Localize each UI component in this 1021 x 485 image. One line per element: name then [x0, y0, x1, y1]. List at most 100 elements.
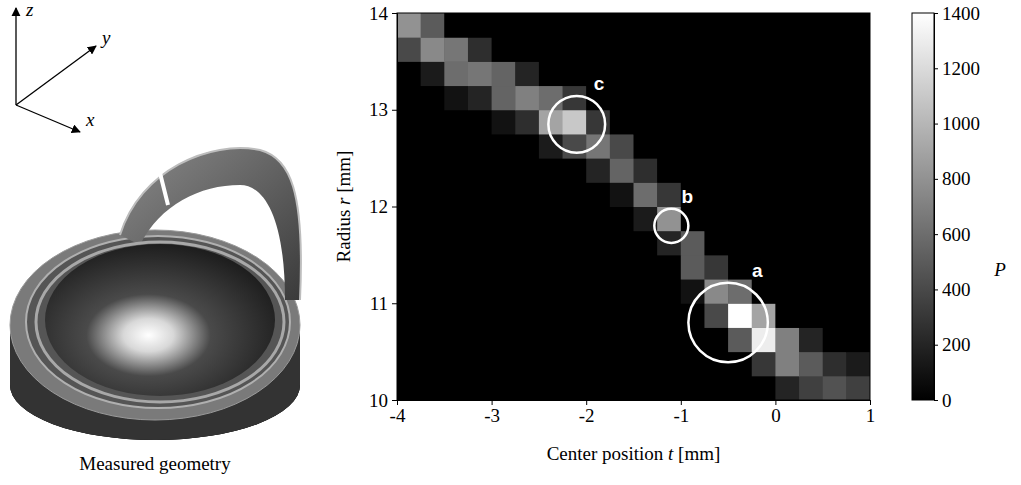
heatmap-cell — [515, 37, 539, 62]
tick-mark — [934, 124, 938, 125]
heatmap-cell — [657, 86, 681, 111]
axis-arrow — [15, 8, 16, 105]
annotations: abc — [548, 73, 767, 362]
heatmap-cell — [397, 303, 421, 328]
heatmap-cell — [846, 255, 870, 280]
heatmap-cell — [704, 303, 728, 328]
heatmap-cell — [657, 376, 681, 400]
tick-label: 1 — [866, 405, 876, 426]
tick-mark — [392, 110, 397, 111]
heatmap-cells — [397, 13, 870, 400]
heatmap-cell — [823, 158, 847, 183]
heatmap-cell — [799, 86, 823, 111]
heatmap-cell — [444, 182, 468, 207]
heatmap-cell — [586, 37, 610, 62]
heatmap-cell — [657, 37, 681, 62]
tick-mark — [934, 234, 938, 235]
heatmap-cell — [704, 110, 728, 135]
tick-mark — [934, 289, 938, 290]
tick-label: 0 — [942, 390, 952, 411]
heatmap-cell — [634, 37, 658, 62]
heatmap-cell — [823, 13, 847, 38]
heatmap-cell — [799, 279, 823, 304]
heatmap-cell — [728, 303, 752, 328]
heatmap-cell — [539, 13, 563, 38]
heatmap-cell — [397, 352, 421, 377]
heatmap-cell — [752, 279, 776, 304]
heatmap-cell — [728, 37, 752, 62]
bowl-rim — [10, 230, 300, 420]
heatmap-cell — [515, 352, 539, 377]
heatmap-cell — [846, 303, 870, 328]
heatmap-cell — [515, 207, 539, 232]
heatmap-cell — [397, 13, 421, 38]
heatmap-cell — [421, 158, 445, 183]
heatmap-cell — [681, 37, 705, 62]
annotation-circle — [654, 209, 688, 243]
heatmap-cell — [539, 158, 563, 183]
heatmap-cell — [468, 255, 492, 280]
heatmap-cell — [421, 182, 445, 207]
heatmap-cell — [728, 86, 752, 111]
heatmap-cell — [728, 110, 752, 135]
heatmap-cell — [681, 182, 705, 207]
heatmap-cell — [704, 231, 728, 256]
heatmap-cell — [610, 110, 634, 135]
tick-mark — [392, 303, 397, 304]
heatmap-cell — [563, 352, 587, 377]
heatmap-cell — [704, 327, 728, 352]
heatmap-cell — [468, 231, 492, 256]
heatmap-cell — [421, 231, 445, 256]
tick-label: 1400 — [942, 3, 980, 24]
heatmap-cell — [775, 327, 799, 352]
heatmap-cell — [799, 231, 823, 256]
heatmap-cell — [539, 255, 563, 280]
heatmap-cell — [563, 13, 587, 38]
figure: xyzMeasured geometryabc-4-3-2-1011011121… — [0, 0, 1021, 485]
heatmap-cell — [468, 61, 492, 86]
heatmap-cell — [515, 110, 539, 135]
heatmap-cell — [634, 231, 658, 256]
tick: -3 — [484, 400, 500, 426]
tick: -4 — [390, 400, 406, 426]
tick-label: 200 — [942, 334, 971, 355]
heatmap-cell — [799, 303, 823, 328]
tick: 13 — [369, 99, 397, 120]
heatmap-cell — [634, 255, 658, 280]
heatmap-cell — [515, 61, 539, 86]
heatmap-cell — [681, 134, 705, 159]
heatmap-cell — [610, 279, 634, 304]
x-axis-title: Center position t [mm] — [547, 443, 721, 464]
heatmap-cell — [752, 182, 776, 207]
heatmap-cell — [421, 37, 445, 62]
heatmap-cell — [563, 182, 587, 207]
heatmap-cell — [634, 182, 658, 207]
tick: 1000 — [934, 113, 980, 134]
heatmap-cell — [468, 37, 492, 62]
annotation-label: c — [594, 73, 605, 94]
heatmap-cell — [657, 327, 681, 352]
heatmap-cell — [799, 134, 823, 159]
heatmap-cell — [444, 327, 468, 352]
heatmap-cell — [515, 134, 539, 159]
heatmap-cell — [563, 158, 587, 183]
heatmap-cell — [539, 37, 563, 62]
heatmap-cell — [728, 327, 752, 352]
heatmap-cell — [397, 110, 421, 135]
heatmap-cell — [539, 327, 563, 352]
heatmap-cell — [492, 37, 516, 62]
heatmap-cell — [492, 86, 516, 111]
bowl-interior — [45, 244, 275, 396]
heatmap-cell — [586, 110, 610, 135]
heatmap-cell — [657, 182, 681, 207]
heatmap-cell — [846, 158, 870, 183]
heatmap-cell — [586, 303, 610, 328]
tick: 200 — [934, 334, 971, 355]
heatmap-cell — [799, 110, 823, 135]
heatmap-cell — [515, 303, 539, 328]
heatmap-cell — [397, 134, 421, 159]
heatmap-cell — [799, 37, 823, 62]
heatmap-cell — [634, 352, 658, 377]
heatmap-cell — [586, 13, 610, 38]
heatmap-cell — [468, 279, 492, 304]
